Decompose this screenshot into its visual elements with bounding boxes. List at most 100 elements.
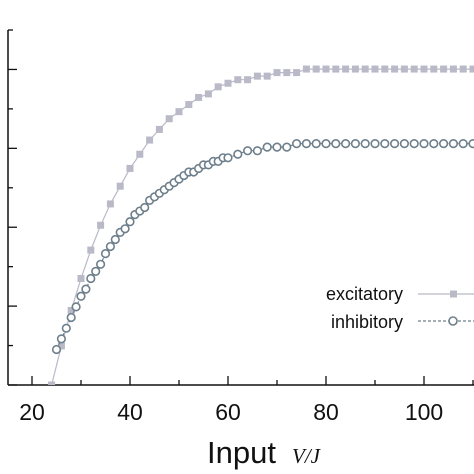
- x-axis-title: Input: [207, 435, 276, 470]
- data-point-inhibitory: [409, 139, 419, 149]
- data-point-excitatory: [204, 90, 212, 98]
- data-point-inhibitory: [341, 139, 351, 149]
- data-point-excitatory: [244, 76, 252, 84]
- y-ticks: [8, 29, 17, 386]
- x-tick-label: 80: [313, 399, 339, 425]
- data-point-excitatory: [97, 221, 105, 229]
- legend-label-inhibitory: inhibitory: [331, 312, 403, 332]
- data-point-inhibitory: [95, 259, 106, 269]
- data-point-inhibitory: [331, 139, 341, 149]
- data-point-excitatory: [293, 69, 301, 77]
- x-tick-label: 20: [19, 399, 45, 425]
- data-point-inhibitory: [262, 142, 272, 152]
- x-axis-unit: V/J: [292, 444, 322, 468]
- data-point-inhibitory: [380, 139, 390, 149]
- data-point-excitatory: [400, 65, 408, 73]
- data-point-excitatory: [391, 65, 399, 73]
- data-point-inhibitory: [81, 284, 91, 294]
- data-point-excitatory: [116, 182, 124, 190]
- data-point-inhibitory: [66, 312, 76, 323]
- data-point-excitatory: [214, 83, 222, 91]
- data-point-inhibitory: [105, 241, 115, 252]
- data-point-inhibitory: [252, 146, 262, 156]
- series-layer: [48, 65, 474, 385]
- data-point-inhibitory: [71, 302, 81, 312]
- data-point-inhibitory: [86, 273, 96, 284]
- data-point-excitatory: [77, 275, 85, 282]
- data-point-inhibitory: [370, 139, 380, 149]
- data-point-excitatory: [165, 115, 173, 123]
- data-point-inhibitory: [56, 334, 67, 344]
- data-point-excitatory: [87, 246, 95, 254]
- data-point-excitatory: [185, 101, 193, 109]
- data-point-excitatory: [351, 65, 359, 73]
- data-point-excitatory: [273, 69, 281, 77]
- data-point-excitatory: [322, 65, 330, 73]
- data-point-inhibitory: [100, 249, 111, 259]
- data-point-inhibitory: [350, 139, 361, 149]
- data-point-excitatory: [381, 65, 389, 73]
- data-point-inhibitory: [282, 142, 292, 152]
- data-point-inhibitory: [243, 146, 253, 156]
- data-point-inhibitory: [292, 139, 302, 149]
- data-point-inhibitory: [311, 139, 321, 149]
- data-point-excitatory: [195, 93, 203, 101]
- data-point-excitatory: [57, 342, 65, 350]
- data-point-excitatory: [283, 69, 291, 77]
- data-point-excitatory: [430, 65, 438, 73]
- data-point-excitatory: [361, 65, 369, 73]
- legend-marker-inhibitory: [448, 316, 458, 326]
- data-point-excitatory: [146, 136, 154, 144]
- data-point-inhibitory: [419, 139, 429, 149]
- data-point-excitatory: [263, 72, 271, 80]
- data-point-inhibitory: [429, 139, 439, 149]
- data-point-excitatory: [449, 65, 457, 73]
- data-point-inhibitory: [91, 266, 101, 277]
- data-point-excitatory: [155, 125, 163, 133]
- data-point-excitatory: [410, 65, 418, 73]
- data-point-excitatory: [106, 200, 114, 208]
- data-point-excitatory: [440, 65, 448, 73]
- x-tick-label: 100: [405, 399, 443, 425]
- data-point-excitatory: [224, 79, 232, 87]
- data-point-inhibitory: [301, 139, 312, 149]
- data-point-inhibitory: [61, 323, 71, 333]
- data-point-excitatory: [312, 65, 320, 73]
- data-point-excitatory: [126, 164, 134, 172]
- data-point-inhibitory: [360, 139, 370, 149]
- x-tick-label: 60: [215, 399, 241, 425]
- data-point-excitatory: [420, 65, 428, 73]
- data-point-inhibitory: [390, 139, 400, 149]
- data-point-excitatory: [67, 306, 75, 314]
- data-point-inhibitory: [458, 139, 468, 149]
- legend-label-excitatory: excitatory: [326, 284, 403, 304]
- data-point-inhibitory: [51, 344, 62, 355]
- data-point-inhibitory: [140, 202, 150, 213]
- data-point-inhibitory: [321, 139, 331, 149]
- x-ticks: 20 40 60 80 100: [19, 376, 474, 425]
- data-point-excitatory: [332, 65, 340, 73]
- data-point-excitatory: [175, 108, 183, 116]
- data-point-excitatory: [469, 65, 474, 73]
- data-point-inhibitory: [272, 142, 282, 152]
- data-point-inhibitory: [448, 139, 459, 149]
- data-point-excitatory: [136, 150, 144, 158]
- series-line-inhibitory: [55, 143, 473, 350]
- series-line-excitatory: [51, 68, 473, 385]
- data-point-excitatory: [48, 381, 56, 385]
- legend: excitatory inhibitory: [326, 284, 474, 332]
- data-point-inhibitory: [399, 139, 410, 149]
- data-point-excitatory: [371, 65, 379, 73]
- data-point-inhibitory: [468, 139, 474, 149]
- data-point-excitatory: [459, 65, 467, 73]
- x-tick-label: 40: [117, 399, 143, 425]
- data-point-inhibitory: [223, 153, 233, 163]
- data-point-inhibitory: [76, 291, 86, 301]
- data-point-inhibitory: [120, 224, 130, 234]
- data-point-inhibitory: [110, 234, 120, 245]
- data-point-excitatory: [253, 72, 261, 80]
- data-point-excitatory: [342, 65, 350, 73]
- data-point-excitatory: [302, 65, 310, 73]
- data-point-excitatory: [234, 76, 242, 84]
